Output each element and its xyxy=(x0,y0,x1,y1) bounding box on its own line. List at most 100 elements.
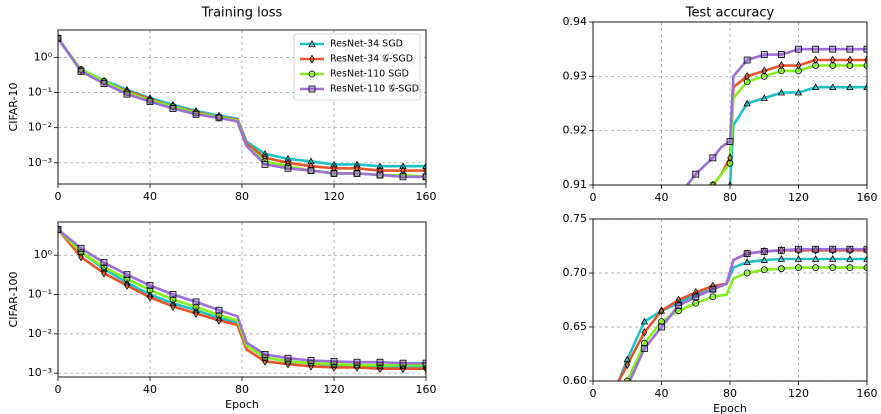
marker xyxy=(709,293,717,301)
marker xyxy=(727,153,733,163)
marker xyxy=(100,259,108,266)
x-tick-label: 80 xyxy=(235,383,249,396)
y-tick-label: 10⁻³ xyxy=(28,366,52,379)
marker xyxy=(726,138,734,145)
plot-area xyxy=(58,33,426,181)
marker xyxy=(676,236,681,243)
marker xyxy=(676,236,682,242)
marker xyxy=(330,170,338,177)
marker xyxy=(215,114,223,122)
y-axis-label: CIFAR-10 xyxy=(7,83,20,132)
marker xyxy=(709,181,717,185)
marker xyxy=(760,256,768,263)
marker xyxy=(353,358,361,366)
marker xyxy=(812,264,820,272)
marker xyxy=(331,163,337,173)
marker xyxy=(58,226,62,233)
x-tick-label: 40 xyxy=(143,190,157,203)
marker xyxy=(829,45,837,53)
marker xyxy=(846,264,854,272)
x-tick-label: 160 xyxy=(416,383,437,396)
marker xyxy=(812,62,820,69)
marker xyxy=(812,45,820,53)
legend-label: ResNet-34 SGD xyxy=(330,39,403,50)
marker xyxy=(399,162,407,170)
marker xyxy=(658,318,665,326)
marker xyxy=(863,264,867,271)
y-tick-label: 0.75 xyxy=(563,212,588,225)
marker xyxy=(692,170,700,178)
series-line xyxy=(58,228,426,368)
marker xyxy=(77,244,85,252)
marker xyxy=(123,90,131,98)
subplot: 0 40 80 120 160 10⁻³ 10⁻² 10⁻¹ 10⁰ Epoch CIFAR-100 xyxy=(7,221,437,411)
marker xyxy=(743,56,751,64)
marker xyxy=(811,255,820,262)
marker xyxy=(285,158,291,168)
y-axis-label: CIFAR-100 xyxy=(7,272,20,328)
series-line xyxy=(685,47,867,185)
marker xyxy=(709,285,717,293)
marker xyxy=(846,245,854,253)
marker xyxy=(307,157,315,165)
marker xyxy=(124,281,130,290)
series-line xyxy=(711,58,867,185)
marker xyxy=(169,105,177,112)
marker xyxy=(863,255,867,262)
marker xyxy=(777,67,785,75)
y-tick-label: 0.92 xyxy=(563,124,588,137)
marker xyxy=(794,255,803,262)
axes-frame xyxy=(592,21,868,186)
y-tick-label: 10⁻³ xyxy=(28,156,52,169)
series-line xyxy=(58,228,426,370)
marker xyxy=(676,291,682,296)
marker xyxy=(863,45,867,53)
marker xyxy=(795,61,802,70)
series-line xyxy=(625,266,867,381)
marker xyxy=(778,61,785,70)
marker xyxy=(101,268,107,278)
marker xyxy=(640,317,649,325)
x-tick-label: 160 xyxy=(857,387,878,400)
marker xyxy=(353,170,361,177)
marker xyxy=(623,377,631,381)
axes-frame xyxy=(57,29,427,185)
legend-label: ResNet-34 𝒢-SGD xyxy=(330,54,413,65)
marker xyxy=(743,78,751,86)
marker xyxy=(100,80,108,87)
marker xyxy=(693,236,699,241)
marker xyxy=(863,245,867,253)
marker xyxy=(726,159,734,167)
marker xyxy=(658,306,665,316)
marker xyxy=(624,360,630,370)
plot-area xyxy=(676,45,867,296)
marker xyxy=(795,45,802,53)
marker xyxy=(847,55,853,65)
marker xyxy=(58,34,62,42)
marker xyxy=(354,163,360,173)
y-tick-label: 10⁻² xyxy=(28,327,52,340)
x-tick-label: 0 xyxy=(590,191,597,204)
marker xyxy=(170,302,176,311)
marker xyxy=(675,307,683,315)
marker xyxy=(777,88,786,96)
marker xyxy=(709,154,717,162)
subplot: 0 40 80 120 160 0.91 0.92 0.93 0.94 Test accuracy xyxy=(563,6,878,296)
marker xyxy=(760,266,768,274)
marker xyxy=(761,66,767,76)
marker xyxy=(77,67,85,75)
marker xyxy=(676,193,682,199)
marker xyxy=(261,351,269,358)
marker xyxy=(795,67,802,75)
x-axis-label: Epoch xyxy=(713,402,747,414)
y-tick-label: 10⁰ xyxy=(34,248,53,261)
x-tick-label: 120 xyxy=(788,191,809,204)
marker xyxy=(399,173,407,181)
marker xyxy=(215,311,223,319)
marker xyxy=(743,99,751,107)
x-axis-label: Epoch xyxy=(225,398,259,411)
x-tick-label: 80 xyxy=(235,190,249,203)
marker xyxy=(693,288,699,297)
marker xyxy=(863,62,867,69)
marker xyxy=(829,255,837,262)
